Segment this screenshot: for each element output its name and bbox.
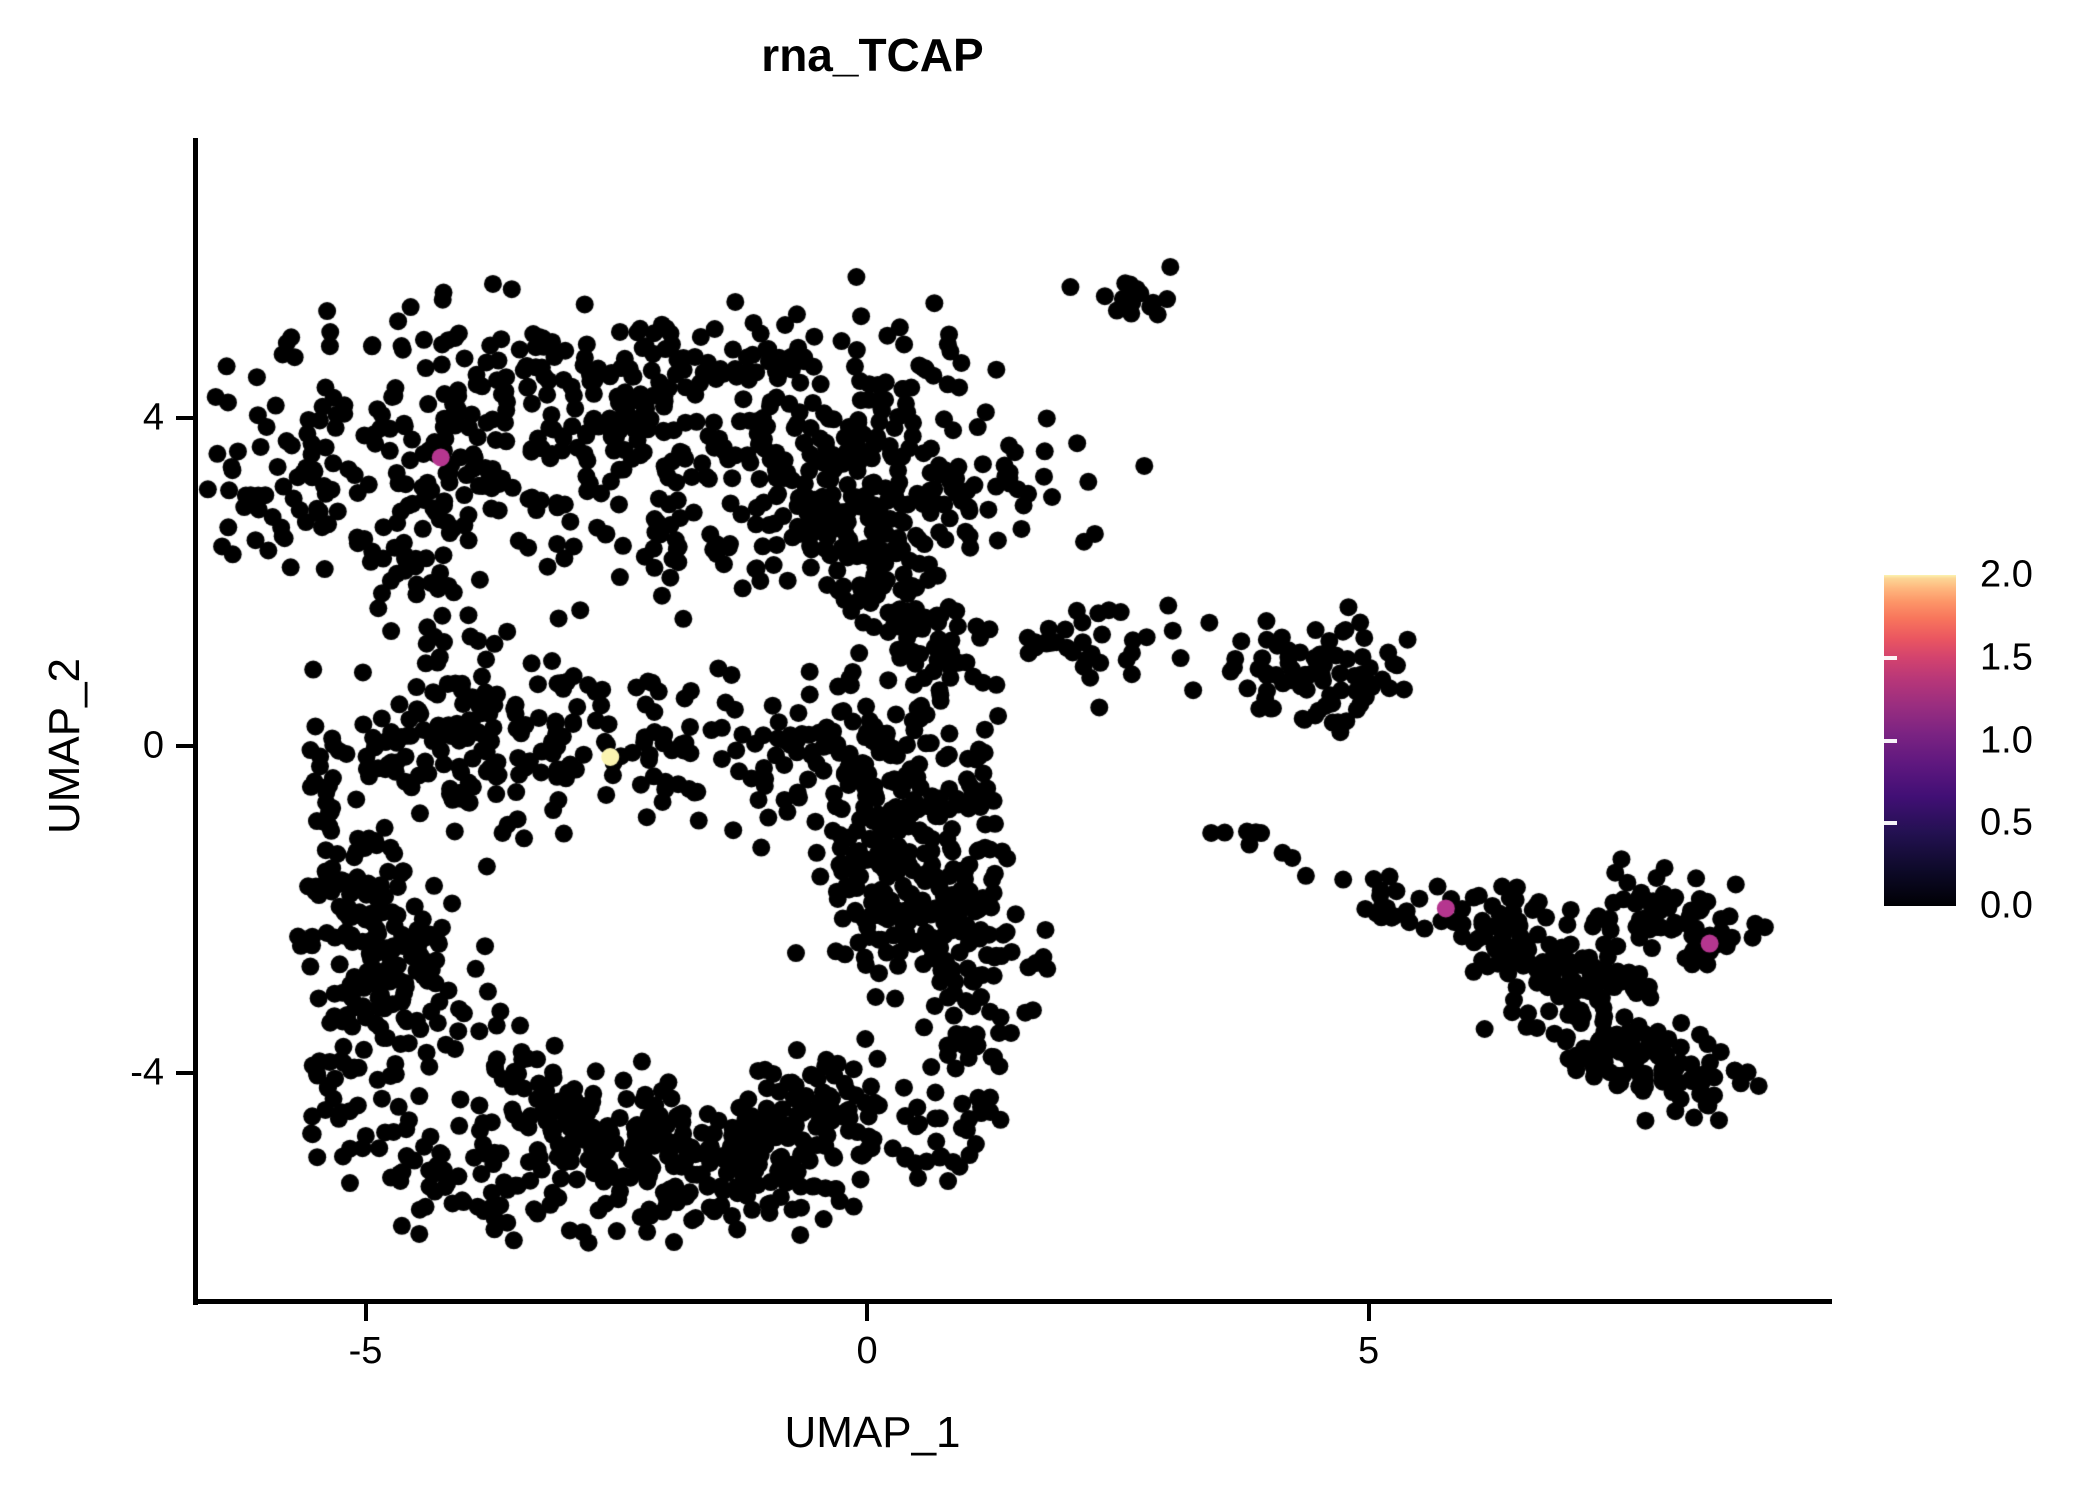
y-tick-mark xyxy=(176,416,193,421)
y-axis-title: UMAP_2 xyxy=(40,657,89,835)
colorbar-tick-mark xyxy=(2081,821,2094,826)
y-tick-mark xyxy=(176,743,193,748)
colorbar-tick-mark xyxy=(1884,821,1897,826)
y-axis-line xyxy=(193,138,198,1305)
colorbar-tick-label: 2.0 xyxy=(1980,553,2033,596)
colorbar-legend[interactable]: 2.0 1.5 1.0 0.5 0.0 xyxy=(1884,554,2094,927)
y-tick-label: -4 xyxy=(130,1051,164,1094)
x-tick-mark xyxy=(865,1304,870,1321)
colorbar-tick-label: 0.0 xyxy=(1980,884,2033,927)
x-tick-mark xyxy=(1366,1304,1371,1321)
colorbar-tick-label: 1.5 xyxy=(1980,636,2033,679)
y-tick-label: 4 xyxy=(142,396,164,439)
x-axis-title: UMAP_1 xyxy=(784,1408,961,1457)
x-axis-line xyxy=(193,1299,1832,1304)
colorbar-tick-mark xyxy=(2081,738,2094,743)
colorbar-tick-mark xyxy=(1884,738,1897,743)
x-tick-label: 0 xyxy=(856,1330,878,1372)
colorbar-tick-label: 0.5 xyxy=(1980,801,2033,844)
scatter-canvas[interactable] xyxy=(195,140,1830,1302)
y-tick-label: 0 xyxy=(142,724,164,767)
colorbar-tick-mark xyxy=(2081,655,2094,660)
x-tick-label: -5 xyxy=(348,1330,383,1372)
x-tick-mark xyxy=(363,1304,368,1321)
colorbar-tick-label: 1.0 xyxy=(1980,719,2033,761)
y-tick-mark xyxy=(176,1070,193,1075)
page-title: rna_TCAP xyxy=(761,29,984,81)
x-tick-label: 5 xyxy=(1358,1330,1380,1372)
scatter-plot-panel[interactable] xyxy=(195,140,1830,1302)
colorbar-tick-mark xyxy=(1884,655,1897,660)
